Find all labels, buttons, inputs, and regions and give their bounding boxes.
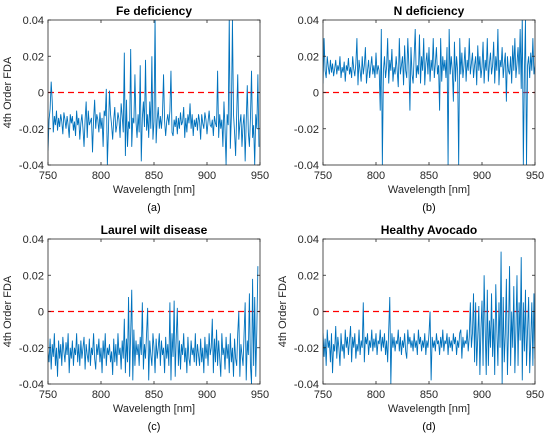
- y-tick-label: -0.02: [294, 124, 319, 136]
- data-series-line: [323, 251, 535, 384]
- x-tick-label: 900: [473, 170, 491, 182]
- chart-panel: 750 800 850 900 950 -0.04 -0.02 0 0.02 0.04 Health…: [277, 223, 544, 433]
- panel-caption: (a): [147, 202, 160, 214]
- panel-caption: (d): [422, 421, 435, 433]
- x-tick-label: 900: [473, 389, 491, 401]
- x-tick-label: 850: [420, 389, 438, 401]
- y-tick-label: -0.04: [19, 379, 44, 391]
- x-tick-label: 800: [92, 389, 110, 401]
- y-tick-label: 0: [313, 88, 319, 100]
- y-tick-label: -0.02: [19, 124, 44, 136]
- y-tick-label: -0.02: [294, 343, 319, 355]
- chart-title: Laurel wilt disease: [101, 223, 208, 237]
- x-tick-label: 950: [251, 389, 269, 401]
- y-tick-label: 0.02: [298, 270, 319, 282]
- chart-title: Fe deficiency: [116, 4, 192, 18]
- x-tick-label: 850: [145, 170, 163, 182]
- chart-panel: 750 800 850 900 950 -0.04 -0.02 0 0.02 0.04 Laurel…: [2, 223, 269, 433]
- x-tick-label: 950: [251, 170, 269, 182]
- y-tick-label: 0.04: [23, 15, 44, 27]
- y-tick-label: 0.02: [23, 270, 44, 282]
- y-tick-label: -0.04: [294, 160, 319, 172]
- x-tick-label: 800: [367, 389, 385, 401]
- x-tick-label: 850: [420, 170, 438, 182]
- panel-caption: (b): [422, 202, 435, 214]
- y-tick-label: -0.04: [294, 379, 319, 391]
- chart-panel: 750 800 850 900 950 -0.04 -0.02 0 0.02 0.04 Fe def…: [2, 4, 269, 214]
- x-tick-label: 800: [92, 170, 110, 182]
- x-tick-label: 900: [198, 389, 216, 401]
- x-tick-label: 750: [314, 389, 332, 401]
- y-tick-label: -0.04: [19, 160, 44, 172]
- x-axis-label: Wavelength [nm]: [388, 403, 470, 415]
- y-tick-label: 0.02: [23, 51, 44, 63]
- data-series-line: [48, 266, 259, 384]
- data-series-line: [323, 20, 535, 165]
- x-tick-label: 900: [198, 170, 216, 182]
- x-tick-label: 750: [39, 389, 57, 401]
- x-tick-label: 800: [367, 170, 385, 182]
- data-series-line: [48, 20, 260, 165]
- y-tick-label: 0.04: [298, 234, 319, 246]
- y-axis-label: 4th Order FDA: [2, 56, 14, 128]
- y-tick-label: 0.04: [298, 15, 319, 27]
- chart-panel: 750 800 850 900 950 -0.04 -0.02 0 0.02 0.04 N defi…: [294, 4, 544, 214]
- y-tick-label: -0.02: [19, 343, 44, 355]
- y-tick-label: 0: [38, 307, 44, 319]
- x-axis-label: Wavelength [nm]: [113, 403, 195, 415]
- y-tick-label: 0: [38, 88, 44, 100]
- x-axis-label: Wavelength [nm]: [113, 184, 195, 196]
- x-tick-label: 750: [39, 170, 57, 182]
- x-tick-label: 750: [314, 170, 332, 182]
- chart-title: N deficiency: [394, 4, 465, 18]
- chart-title: Healthy Avocado: [381, 223, 477, 237]
- panel-caption: (c): [148, 421, 161, 433]
- y-tick-label: 0: [313, 307, 319, 319]
- x-tick-label: 950: [526, 170, 544, 182]
- y-axis-label: 4th Order FDA: [277, 275, 289, 347]
- y-axis-label: 4th Order FDA: [2, 275, 14, 347]
- x-tick-label: 950: [526, 389, 544, 401]
- x-tick-label: 850: [145, 389, 163, 401]
- y-tick-label: 0.04: [23, 234, 44, 246]
- x-axis-label: Wavelength [nm]: [388, 184, 470, 196]
- y-tick-label: 0.02: [298, 51, 319, 63]
